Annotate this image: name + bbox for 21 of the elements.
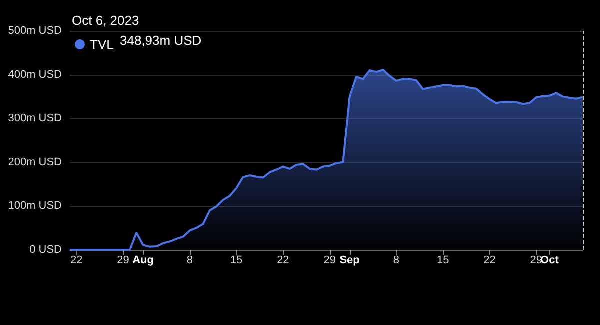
y-tick-label: 300m USD [8,112,62,125]
x-tick-label: 15 [230,254,243,266]
x-tick-label: 22 [484,254,496,266]
y-tick-label: 200m USD [8,156,62,168]
x-tick-label: Oct [540,254,560,266]
x-tick-label: 8 [393,254,400,266]
x-tick-label: 22 [277,254,290,266]
y-tick-label: 400m USD [8,68,62,81]
text: Oct 6, 2023 [72,13,140,28]
x-tick-label: 22 [70,254,83,266]
x-tick-label: Sep [340,254,360,266]
y-tick-label: 100m USD [8,200,62,212]
annotation: 348,93m USD [120,33,202,48]
y-tick-label: 500m USD [8,25,62,37]
y-tick-label: 0 USD [30,244,62,256]
legend-label: TVL [90,37,114,52]
x-tick-label: 29 [117,254,130,266]
x-tick-label: Aug [132,254,154,266]
x-tick-label: 29 [324,254,336,266]
x-tick-label: 15 [436,254,450,266]
x-tick-label: 8 [186,254,193,266]
